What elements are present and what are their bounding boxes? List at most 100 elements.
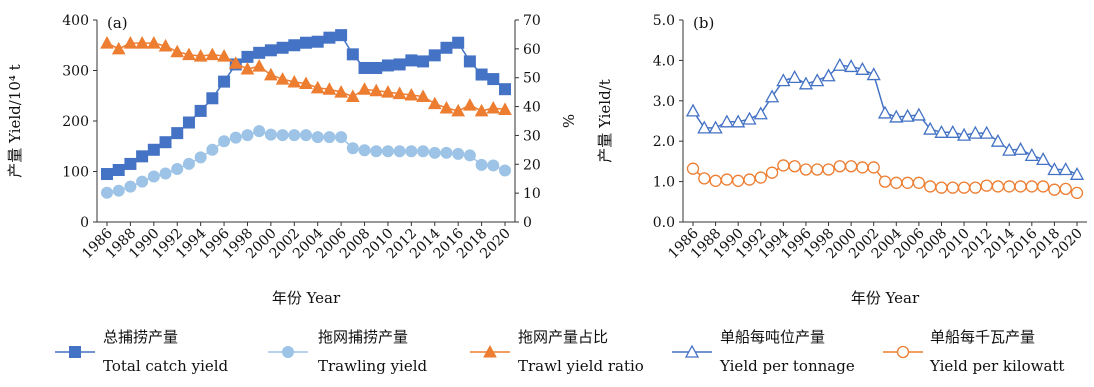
data-point <box>381 85 395 98</box>
y2-tick-label: 40 <box>523 100 541 116</box>
data-point <box>821 68 836 82</box>
y-tick-label: 200 <box>62 114 89 130</box>
data-point <box>287 74 302 88</box>
data-point <box>136 175 149 188</box>
data-point <box>228 56 243 69</box>
data-point <box>969 181 982 194</box>
data-point <box>697 120 712 134</box>
series-2 <box>100 36 512 117</box>
data-point <box>463 98 477 111</box>
data-point <box>335 131 348 144</box>
data-point <box>111 41 126 55</box>
data-point <box>754 171 767 184</box>
plot-area <box>685 57 1085 200</box>
y-tick-label: 3.0 <box>653 94 675 110</box>
data-point <box>844 59 859 73</box>
data-point <box>811 163 824 176</box>
data-point <box>405 145 418 158</box>
legend-label-cn: 单船每千瓦产量 <box>930 328 1035 346</box>
data-point <box>205 47 220 61</box>
data-point <box>252 59 267 72</box>
data-point <box>240 62 255 75</box>
data-point <box>194 104 207 117</box>
y-tick-label: 4.0 <box>653 53 675 69</box>
data-point <box>968 125 983 139</box>
data-point <box>112 163 125 176</box>
data-point <box>709 174 722 187</box>
data-point <box>193 49 208 62</box>
data-point <box>844 160 858 173</box>
data-point <box>253 46 266 59</box>
data-point <box>124 157 137 170</box>
data-point <box>276 129 289 142</box>
data-point <box>275 72 290 85</box>
data-point <box>206 143 219 156</box>
data-point <box>182 116 195 129</box>
data-point <box>253 125 266 138</box>
data-point <box>123 36 138 49</box>
data-point <box>218 135 231 148</box>
data-point <box>229 131 242 144</box>
data-point <box>345 89 360 102</box>
data-point <box>428 146 441 159</box>
data-point <box>357 82 372 95</box>
legend-label-cn: 总捕捞产量 <box>103 328 178 346</box>
legend-marker <box>69 346 81 358</box>
data-point <box>300 129 312 142</box>
data-point <box>980 179 993 192</box>
data-point <box>112 184 125 197</box>
data-point <box>405 54 418 67</box>
data-point <box>101 186 113 199</box>
data-point <box>171 162 184 175</box>
data-point <box>856 161 869 174</box>
data-point <box>833 160 846 173</box>
data-point <box>1059 182 1072 196</box>
data-point <box>1036 152 1051 166</box>
data-point <box>439 100 454 114</box>
data-point <box>935 181 948 194</box>
y2-tick-label: 60 <box>523 42 541 58</box>
data-point <box>979 125 994 139</box>
series-1 <box>101 125 511 199</box>
y2-tick-label: 70 <box>523 13 541 29</box>
data-point <box>100 36 114 49</box>
chart-panel-a: 0100200300400010203040506070198619881990… <box>6 13 578 307</box>
y2-tick-label: 30 <box>523 128 541 144</box>
y-tick-label: 0.0 <box>653 215 675 231</box>
y-tick-label: 1.0 <box>653 175 675 191</box>
data-point <box>417 55 430 68</box>
data-point <box>136 150 149 163</box>
data-point <box>241 129 254 142</box>
data-point <box>1013 141 1028 155</box>
data-point <box>990 133 1006 147</box>
data-point <box>486 100 501 114</box>
data-point <box>1002 142 1017 156</box>
data-point <box>264 67 278 81</box>
data-point <box>787 70 802 84</box>
data-point <box>1058 162 1073 176</box>
data-point <box>346 48 359 61</box>
data-point <box>832 57 847 71</box>
data-point <box>498 102 512 115</box>
series-0 <box>101 29 511 181</box>
data-point <box>934 124 949 138</box>
panel-label: (b) <box>693 14 714 32</box>
data-point <box>135 36 149 49</box>
y2-tick-label: 20 <box>523 157 541 173</box>
data-point <box>890 176 903 189</box>
data-point <box>381 145 394 158</box>
legend-label-cn: 拖网产量占比 <box>518 328 608 346</box>
legend-label-en: Total catch yield <box>103 357 229 375</box>
data-point <box>957 181 971 194</box>
data-point <box>101 168 113 181</box>
data-point <box>799 163 813 176</box>
legend-item-1: 拖网捕捞产量 Trawling yield <box>268 328 428 375</box>
data-point <box>217 49 231 62</box>
data-point <box>311 35 324 48</box>
data-point <box>945 124 960 138</box>
data-point <box>877 105 893 119</box>
legend-label-cn: 拖网捕捞产量 <box>318 328 408 346</box>
data-point <box>392 86 407 100</box>
y-tick-label: 0 <box>80 215 89 231</box>
data-point <box>475 68 488 81</box>
